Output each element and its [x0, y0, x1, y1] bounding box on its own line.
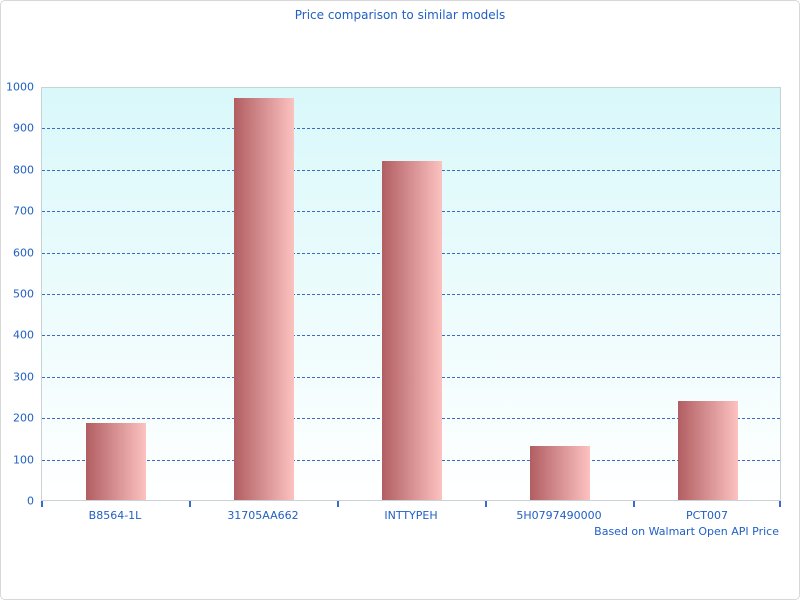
- x-axis-tick: [485, 501, 487, 507]
- bar-31705aa662: [234, 98, 294, 500]
- x-axis-tick: [633, 501, 635, 507]
- chart-title: Price comparison to similar models: [294, 8, 506, 22]
- y-tick-label: 400: [13, 328, 34, 342]
- bar-5h0797490000: [530, 445, 590, 500]
- y-tick-label: 100: [13, 453, 34, 467]
- x-axis-tick: [189, 501, 191, 507]
- y-tick-label: 1000: [6, 80, 34, 94]
- y-tick-label: 300: [13, 370, 34, 384]
- y-tick-label: 200: [13, 411, 34, 425]
- x-axis-tick: [337, 501, 339, 507]
- x-tick-label: INTTYPEH: [384, 509, 438, 522]
- x-axis-tick: [779, 501, 781, 507]
- y-tick-label: 500: [13, 287, 34, 301]
- y-tick-label: 900: [13, 121, 34, 135]
- chart-footnote: Based on Walmart Open API Price: [594, 525, 779, 538]
- x-tick-label: PCT007: [685, 509, 729, 522]
- plot-area: [41, 87, 781, 501]
- bar-pct007: [678, 401, 738, 500]
- x-tick-label: 5H0797490000: [516, 509, 602, 522]
- x-axis-tick: [41, 501, 43, 507]
- gridline: [42, 128, 780, 130]
- x-axis: B8564-1L 31705AA662 INTTYPEH 5H0797490000 PC…: [41, 501, 781, 531]
- y-tick-label: 700: [13, 204, 34, 218]
- y-axis: 0 100 200 300 400 500 600 700 800 900 1000: [1, 81, 34, 508]
- bar-b8564-1l: [86, 422, 146, 500]
- bar-inttypeh: [382, 161, 442, 500]
- y-tick-label: 0: [27, 494, 34, 508]
- x-tick-label: B8564-1L: [88, 509, 142, 522]
- y-tick-label: 800: [13, 163, 34, 177]
- y-tick-label: 600: [13, 246, 34, 260]
- x-tick-label: 31705AA662: [227, 509, 299, 522]
